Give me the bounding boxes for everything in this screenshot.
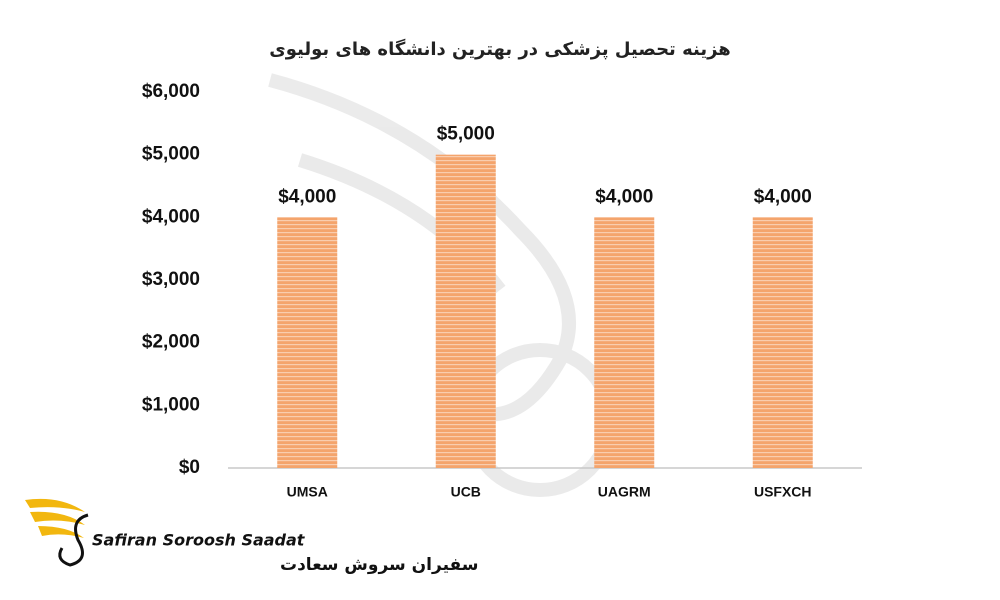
x-tick-label: UMSA <box>287 484 328 500</box>
x-tick-label: USFXCH <box>754 484 812 500</box>
logo-text: Safiran Soroosh Saadat <box>92 531 306 550</box>
y-tick-label: $6,000 <box>142 81 200 102</box>
data-label: $5,000 <box>437 124 495 145</box>
bar <box>435 154 496 468</box>
y-tick-label: $5,000 <box>142 144 200 165</box>
x-tick-label: UCB <box>451 484 481 500</box>
logo-s <box>58 513 89 567</box>
bar <box>594 217 655 468</box>
logo-wing <box>25 498 85 512</box>
watermark-wing <box>268 73 576 422</box>
data-label: $4,000 <box>278 186 336 207</box>
data-label: $4,000 <box>595 186 653 207</box>
y-tick-label: $0 <box>179 457 200 478</box>
logo-wing <box>30 511 85 525</box>
data-label: $4,000 <box>754 186 812 207</box>
logo: Safiran Soroosh Saadat سفیران سروش سعادت <box>25 498 478 575</box>
logo-text: سفیران سروش سعادت <box>280 555 478 575</box>
y-tick-label: $1,000 <box>142 394 200 415</box>
bar <box>752 217 813 468</box>
y-tick-label: $3,000 <box>142 269 200 290</box>
bar <box>277 217 338 468</box>
chart-title: هزینه تحصیل پزشکی در بهترین دانشگاه های … <box>269 38 731 60</box>
y-tick-label: $4,000 <box>142 206 200 227</box>
y-tick-label: $2,000 <box>142 332 200 353</box>
logo-wing <box>38 526 84 538</box>
x-tick-label: UAGRM <box>598 484 651 500</box>
